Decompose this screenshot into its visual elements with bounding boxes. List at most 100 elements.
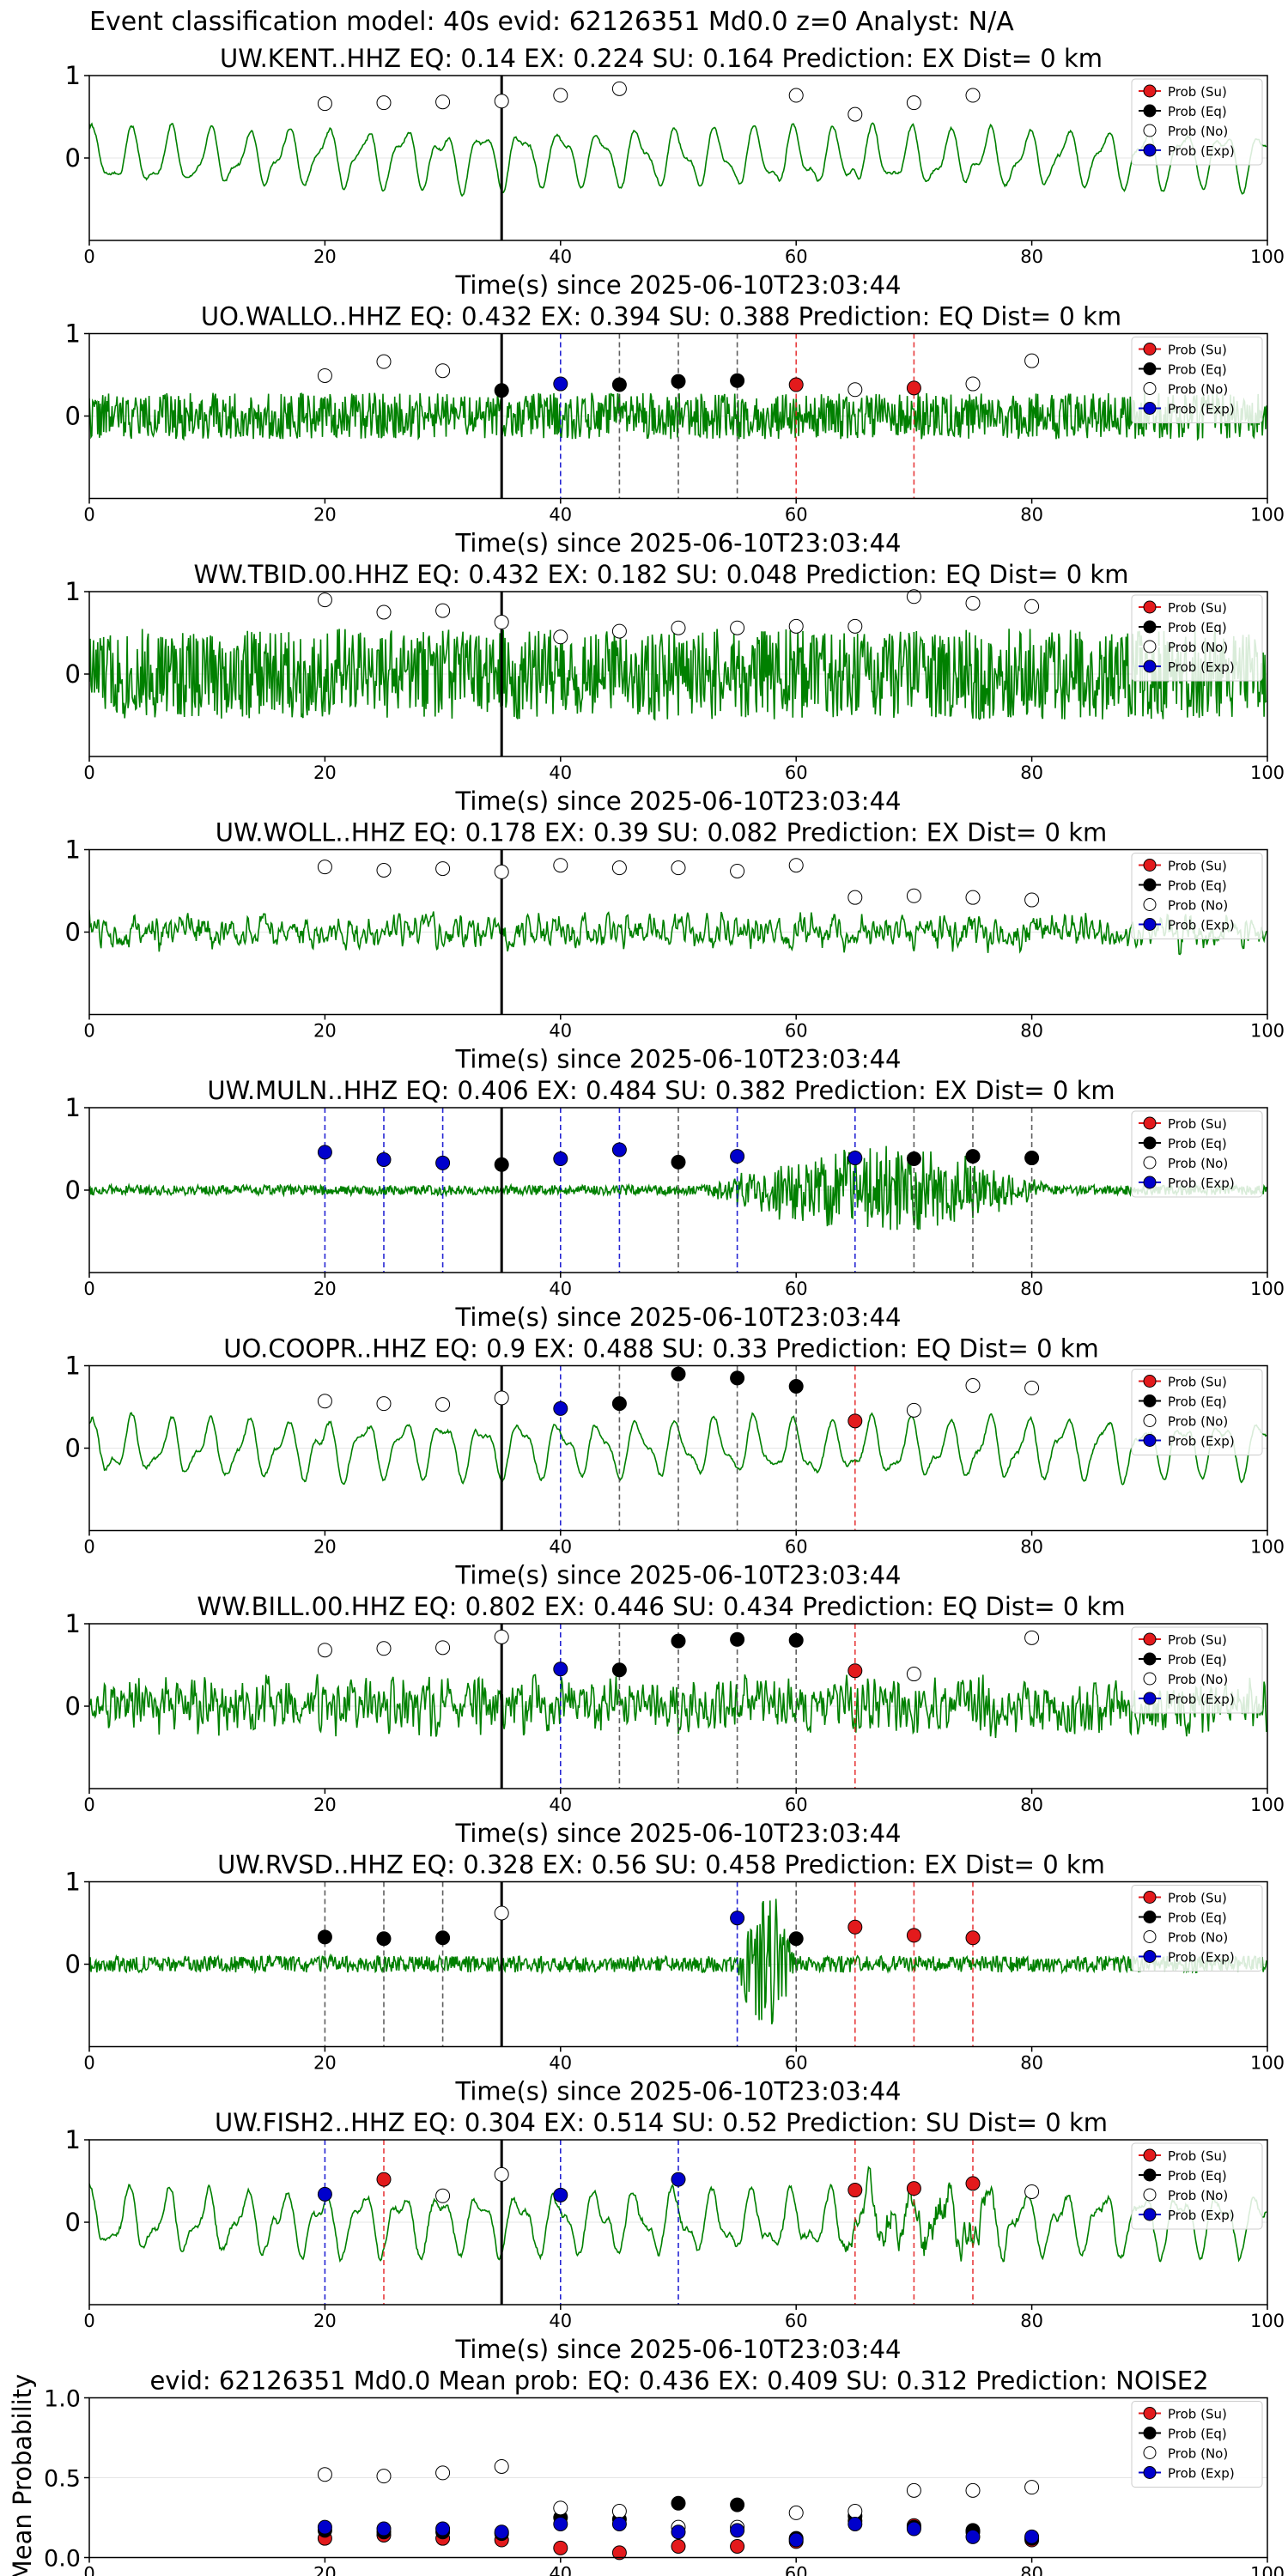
prob-marker-no xyxy=(906,95,921,111)
prob-marker-su xyxy=(848,1413,863,1429)
prob-marker-no xyxy=(553,858,568,873)
prob-marker-no xyxy=(611,860,627,876)
prob-marker-exp xyxy=(435,1155,451,1170)
prob-marker-su xyxy=(848,1919,863,1935)
legend-label: Prob (Exp) xyxy=(1168,2466,1235,2482)
subplot-5: Prob (Su) Prob (Eq) Prob (No) Prob (Exp) 0 20… xyxy=(65,1076,1285,1332)
legend-marker-no xyxy=(1143,124,1157,137)
prob-marker-no xyxy=(376,863,392,878)
y-axis-label: Mean Probability xyxy=(8,2374,37,2576)
legend-label: Prob (Su) xyxy=(1168,1632,1227,1648)
x-tick-label: 100 xyxy=(1250,1021,1285,1042)
legend-label: Prob (No) xyxy=(1168,1672,1228,1687)
x-tick-label: 100 xyxy=(1250,1279,1285,1299)
y-tick-label: 1 xyxy=(65,1352,81,1381)
x-tick-label: 0 xyxy=(83,246,94,267)
y-tick-label: 0.5 xyxy=(44,2466,81,2493)
x-tick-label: 0 xyxy=(83,2311,94,2331)
mean-marker-no xyxy=(317,2467,332,2482)
legend-marker-exp xyxy=(1143,402,1157,415)
prob-marker-no xyxy=(848,618,863,634)
x-tick-label: 80 xyxy=(1020,2311,1043,2331)
prob-marker-no xyxy=(494,94,509,109)
y-tick-label: 1.0 xyxy=(44,2386,81,2413)
mean-marker-exp xyxy=(553,2516,568,2531)
legend-label: Prob (Eq) xyxy=(1168,1652,1227,1668)
prob-marker-no xyxy=(848,890,863,905)
prob-marker-su xyxy=(906,2181,921,2196)
mean-marker-exp xyxy=(848,2516,863,2531)
waveform-trace xyxy=(89,909,1267,956)
x-tick-label: 60 xyxy=(785,1021,808,1042)
prob-marker-exp xyxy=(730,1149,745,1164)
subplot-title: UW.RVSD..HHZ EQ: 0.328 EX: 0.56 SU: 0.45… xyxy=(217,1850,1105,1880)
x-tick-label: 80 xyxy=(1020,1021,1043,1042)
legend-box xyxy=(1131,594,1263,682)
x-tick-label: 60 xyxy=(785,2311,808,2331)
prob-marker-eq xyxy=(611,1396,627,1412)
legend-label: Prob (Eq) xyxy=(1168,1136,1227,1151)
legend-marker-su xyxy=(1143,343,1157,355)
legend-label: Prob (No) xyxy=(1168,1414,1228,1430)
legend-marker-eq xyxy=(1143,1911,1157,1923)
prob-marker-no xyxy=(317,1643,332,1658)
prob-marker-eq xyxy=(730,373,745,388)
prob-marker-exp xyxy=(553,2187,568,2202)
mean-marker-eq xyxy=(671,2495,686,2511)
prob-marker-exp xyxy=(553,1400,568,1416)
waveform-trace xyxy=(89,392,1267,441)
prob-marker-exp xyxy=(376,1151,392,1167)
mean-marker-exp xyxy=(788,2532,804,2548)
subplot-4: Prob (Su) Prob (Eq) Prob (No) Prob (Exp) 0 20… xyxy=(65,818,1285,1074)
legend-marker-no xyxy=(1143,1414,1157,1427)
mean-marker-su xyxy=(730,2538,745,2554)
x-tick-label: 0 xyxy=(83,505,94,526)
waveform-trace xyxy=(89,1899,1267,2025)
legend-marker-eq xyxy=(1143,2427,1157,2439)
prob-marker-no xyxy=(435,1640,451,1656)
prob-marker-no xyxy=(848,382,863,398)
x-tick-label: 100 xyxy=(1250,2311,1285,2331)
x-tick-label: 60 xyxy=(785,246,808,267)
legend-marker-exp xyxy=(1143,2208,1157,2221)
subplot-6: Prob (Su) Prob (Eq) Prob (No) Prob (Exp) 0 20… xyxy=(65,1334,1285,1590)
x-tick-label: 100 xyxy=(1250,505,1285,526)
y-tick-label: 0 xyxy=(65,1692,81,1721)
prob-marker-no xyxy=(435,603,451,618)
figure-suptitle: Event classification model: 40s evid: 62… xyxy=(89,7,1014,37)
prob-marker-no xyxy=(788,618,804,634)
prob-marker-no xyxy=(317,96,332,112)
x-tick-label: 80 xyxy=(1020,505,1043,526)
prob-marker-eq xyxy=(494,383,509,398)
x-tick-label: 0 xyxy=(83,1795,94,1815)
prob-marker-eq xyxy=(611,377,627,392)
legend-marker-eq xyxy=(1143,878,1157,891)
legend-marker-exp xyxy=(1143,659,1157,673)
legend-label: Prob (No) xyxy=(1168,898,1228,914)
prob-marker-eq xyxy=(1024,1151,1040,1166)
prob-marker-su xyxy=(965,2176,981,2191)
prob-marker-exp xyxy=(553,376,568,392)
prob-marker-no xyxy=(1024,2184,1040,2199)
prob-marker-eq xyxy=(671,1633,686,1649)
subplot-1: Prob (Su) Prob (Eq) Prob (No) Prob (Exp) 0 20… xyxy=(65,44,1285,300)
prob-marker-eq xyxy=(730,1631,745,1647)
legend-marker-su xyxy=(1143,1375,1157,1388)
legend-marker-su xyxy=(1143,1891,1157,1904)
prob-marker-no xyxy=(435,363,451,379)
x-tick-label: 60 xyxy=(785,1537,808,1558)
legend-label: Prob (Eq) xyxy=(1168,620,1227,635)
x-tick-label: 40 xyxy=(549,505,572,526)
x-tick-label: 20 xyxy=(313,1279,337,1299)
y-tick-label: 1 xyxy=(65,2125,81,2154)
legend-marker-no xyxy=(1143,1930,1157,1943)
prob-marker-no xyxy=(553,629,568,645)
legend-marker-su xyxy=(1143,1632,1157,1646)
mean-marker-exp xyxy=(1024,2529,1040,2544)
mean-marker-exp xyxy=(611,2516,627,2531)
y-tick-label: 1 xyxy=(65,319,81,349)
prob-marker-eq xyxy=(671,1366,686,1382)
x-tick-label: 0 xyxy=(83,2053,94,2074)
x-axis-label: Time(s) since 2025-06-10T23:03:44 xyxy=(455,2335,902,2364)
